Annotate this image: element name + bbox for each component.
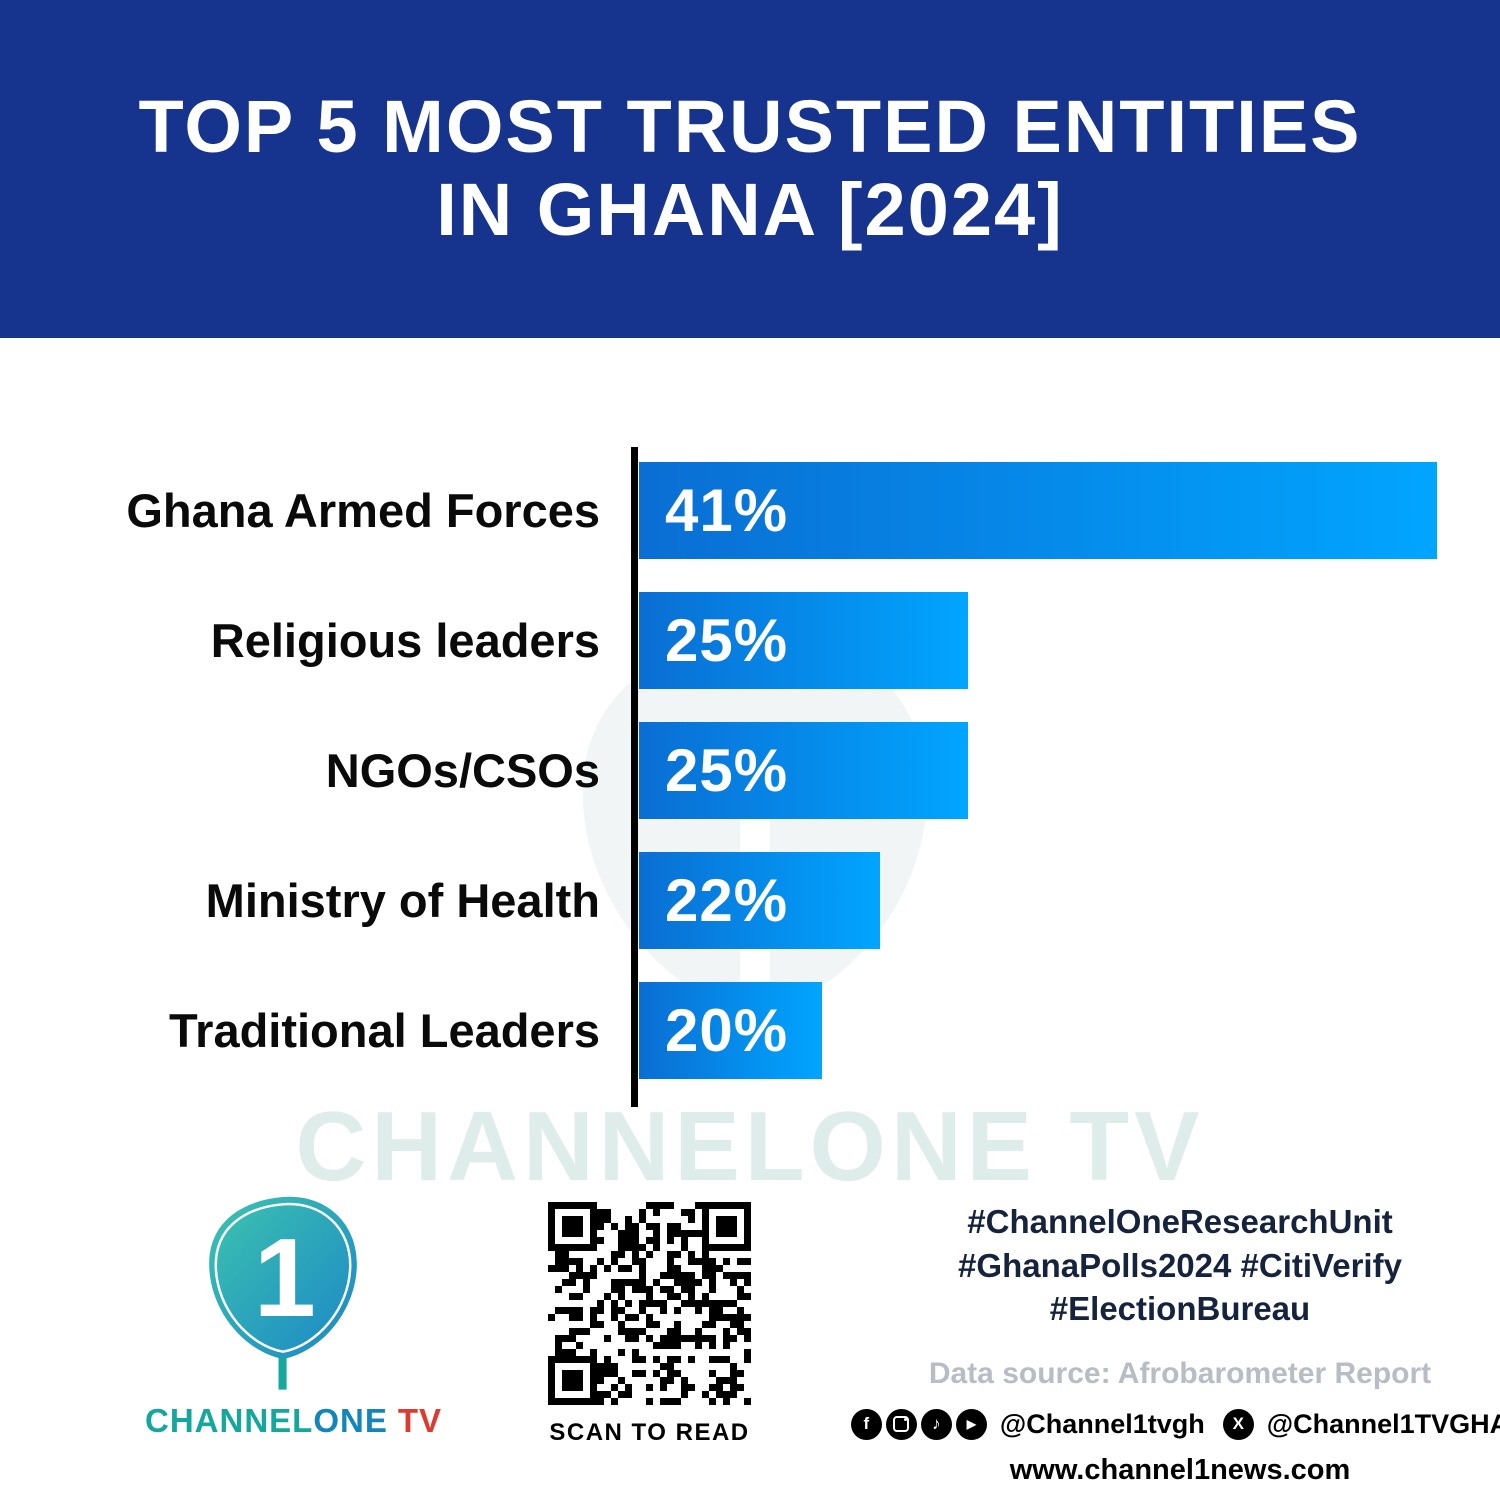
channel-one-logo-icon: 1 <box>208 1196 357 1390</box>
channel-one-logo: 1 CHANNELONE TV <box>145 1188 441 1440</box>
wordmark-one: ONE <box>313 1402 388 1439</box>
instagram-icon <box>885 1408 917 1440</box>
bar: 25% <box>639 722 968 819</box>
footer-right-block: #ChannelOneResearchUnit #GhanaPolls2024 … <box>850 1200 1500 1487</box>
social-handle-primary: @Channel1tvgh <box>999 1408 1205 1439</box>
bar-value: 25% <box>665 607 789 674</box>
chart-axis-line <box>631 447 638 1107</box>
bar-label: Ghana Armed Forces <box>126 484 600 537</box>
bar-value: 20% <box>665 997 789 1064</box>
data-source-label: Data source: Afrobarometer Report <box>928 1356 1432 1390</box>
bar: 41% <box>639 462 1437 559</box>
wordmark-tv: TV <box>397 1402 443 1439</box>
youtube-icon: ▶ <box>955 1408 987 1440</box>
bar: 22% <box>639 852 880 949</box>
chart-row: Ghana Armed Forces 41% <box>0 462 1500 559</box>
background-watermark: CHANNELONE TV <box>295 1091 1205 1201</box>
logo-numeral: 1 <box>253 1215 315 1340</box>
qr-block: SCAN TO READ <box>542 1202 757 1447</box>
channel-one-wordmark: CHANNELONE TV <box>145 1402 441 1440</box>
bar-label: Traditional Leaders <box>169 1004 600 1057</box>
bar: 25% <box>639 592 968 689</box>
qr-code <box>548 1202 751 1405</box>
social-row: f ♪ ▶ @Channel1tvgh X @Channel1TVGHA <box>850 1408 1500 1440</box>
hashtags-line2: #GhanaPolls2024 #CitiVerify <box>958 1246 1402 1284</box>
header-banner: TOP 5 MOST TRUSTED ENTITIES IN GHANA [20… <box>0 0 1500 338</box>
wordmark-channel: CHANNEL <box>145 1402 314 1439</box>
bar-value: 25% <box>665 737 789 804</box>
social-handle-x: @Channel1TVGHA <box>1266 1408 1500 1439</box>
page-title-line1: TOP 5 MOST TRUSTED ENTITIES <box>138 85 1362 169</box>
scan-to-read-label: SCAN TO READ <box>549 1419 750 1446</box>
chart-row: NGOs/CSOs 25% <box>0 722 1500 819</box>
bar-label: Religious leaders <box>210 614 600 667</box>
facebook-icon: f <box>850 1408 882 1440</box>
instagram-glyph <box>893 1416 910 1433</box>
bar-label: NGOs/CSOs <box>325 744 600 797</box>
bar-value: 41% <box>665 477 789 544</box>
bar: 20% <box>639 982 822 1079</box>
page-title-line2: IN GHANA [2024] <box>436 168 1064 251</box>
chart-row: Ministry of Health 22% <box>0 852 1500 949</box>
chart-row: Traditional Leaders 20% <box>0 982 1500 1079</box>
chart-row: Religious leaders 25% <box>0 592 1500 689</box>
tiktok-icon: ♪ <box>920 1408 952 1440</box>
x-icon: X <box>1222 1408 1254 1440</box>
website-url: www.channel1news.com <box>1009 1453 1351 1486</box>
bar-value: 22% <box>665 867 789 934</box>
social-icon-cluster: f ♪ ▶ <box>850 1408 987 1440</box>
hashtags-line1: #ChannelOneResearchUnit <box>967 1203 1393 1240</box>
hashtags-line3: #ElectionBureau <box>1049 1290 1311 1328</box>
bar-label: Ministry of Health <box>205 874 600 927</box>
